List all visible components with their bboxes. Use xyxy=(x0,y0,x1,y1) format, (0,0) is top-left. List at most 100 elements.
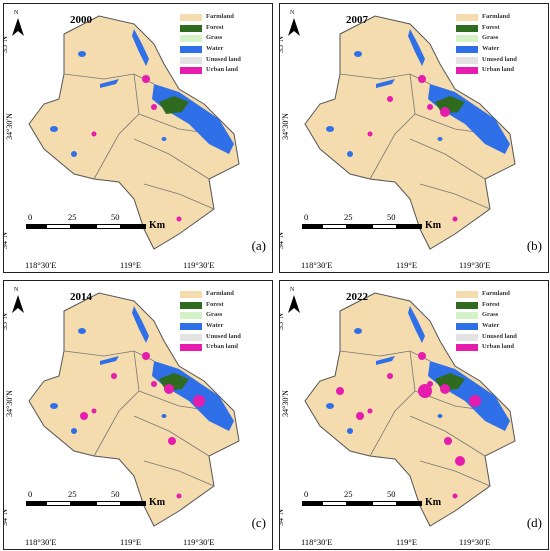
legend-label: Water xyxy=(206,322,224,330)
urban-clusters xyxy=(367,75,458,222)
county-boundary xyxy=(419,183,491,210)
map-canvas xyxy=(28,15,240,250)
scale-tick: 25 xyxy=(68,489,77,499)
lat-label-34-30: 34°30′N xyxy=(280,113,290,140)
study-area xyxy=(304,292,516,527)
year-label: 2007 xyxy=(346,14,368,26)
scale-tick: 25 xyxy=(68,212,77,222)
north-arrow: N xyxy=(286,10,302,40)
scale-tick: 0 xyxy=(304,212,309,222)
legend-swatch xyxy=(456,323,478,331)
legend-swatch xyxy=(180,291,202,298)
legend-label: Urban land xyxy=(206,343,238,351)
panel-tag: (a) xyxy=(251,238,266,253)
legend-label: Urban land xyxy=(482,343,514,351)
legend-swatch xyxy=(180,323,202,331)
legend-swatch xyxy=(180,344,202,352)
legend-label: Unused land xyxy=(482,55,517,63)
water-body xyxy=(408,306,425,343)
county-boundary xyxy=(143,460,215,487)
legend-label: Grass xyxy=(482,34,499,42)
water-body xyxy=(408,29,425,66)
legend-swatch xyxy=(180,46,202,54)
scale-tick: 0 xyxy=(28,489,33,499)
water-body xyxy=(100,356,119,365)
lon-label: 119°30′E xyxy=(183,260,215,270)
legend-swatch xyxy=(456,291,478,298)
legend-swatch xyxy=(180,333,202,341)
map-canvas xyxy=(304,292,516,527)
panel-tag: (c) xyxy=(251,515,266,530)
water-body xyxy=(132,29,149,66)
water-body xyxy=(161,414,167,418)
water-body xyxy=(326,126,334,132)
lat-label-34-30: 34°30′N xyxy=(4,113,14,140)
water-body xyxy=(347,428,353,434)
water-body xyxy=(100,79,119,88)
county-boundary xyxy=(93,350,140,457)
north-arrow-icon xyxy=(288,295,300,313)
county-boundary xyxy=(409,138,486,180)
legend-swatch xyxy=(180,24,202,32)
lon-label: 119°30′E xyxy=(459,537,491,547)
map-canvas xyxy=(304,15,516,250)
legend-swatch xyxy=(456,56,478,64)
scale-unit: Km xyxy=(425,497,442,508)
legend-label: Water xyxy=(482,322,500,330)
lon-label: 119°E xyxy=(396,260,418,270)
north-arrow: N xyxy=(286,287,302,317)
water-body xyxy=(78,328,86,334)
scale-tick: 50 xyxy=(387,212,396,222)
lat-label-34-30: 34°30′N xyxy=(280,390,290,417)
lon-label: 119°30′E xyxy=(183,537,215,547)
legend-label: Unused land xyxy=(206,332,241,340)
scale-unit: Km xyxy=(425,220,442,231)
water-body xyxy=(78,51,86,57)
legend-swatch xyxy=(180,301,202,309)
legend-swatch xyxy=(456,333,478,341)
urban-clusters xyxy=(91,75,182,222)
study-area xyxy=(28,292,240,527)
lat-label-35: 35°N xyxy=(279,313,285,330)
legend-label: Forest xyxy=(206,23,224,31)
map-panel-2022: N 2022 Farmland Forest Grass Water Unused la… xyxy=(279,280,549,550)
year-label: 2000 xyxy=(70,14,92,26)
legend-swatch xyxy=(180,67,202,75)
county-boundary xyxy=(133,138,210,180)
water-body xyxy=(50,403,58,409)
county-boundary xyxy=(369,350,416,457)
scale-tick: 50 xyxy=(111,489,120,499)
water-body xyxy=(354,51,362,57)
water-body xyxy=(326,403,334,409)
lat-label-35: 35°N xyxy=(3,36,9,53)
legend-label: Farmland xyxy=(206,13,234,20)
county-boundary xyxy=(133,415,210,457)
north-arrow-icon xyxy=(12,295,24,313)
scale-unit: Km xyxy=(149,497,166,508)
water-body xyxy=(71,151,77,157)
water-body xyxy=(354,328,362,334)
legend-swatch xyxy=(456,301,478,309)
year-label: 2022 xyxy=(346,291,368,303)
lat-label-34-30: 34°30′N xyxy=(4,390,14,417)
lon-label: 118°30′E xyxy=(301,537,333,547)
lat-label-35: 35°N xyxy=(3,313,9,330)
county-boundary xyxy=(93,73,140,180)
lon-label: 118°30′E xyxy=(25,537,57,547)
lon-label: 119°E xyxy=(120,260,142,270)
legend-swatch xyxy=(180,14,202,21)
scale-tick: 50 xyxy=(111,212,120,222)
county-boundary xyxy=(419,460,491,487)
north-arrow-icon xyxy=(12,18,24,36)
water-body xyxy=(347,151,353,157)
legend-label: Forest xyxy=(206,300,224,308)
legend-label: Urban land xyxy=(206,66,238,74)
legend-label: Farmland xyxy=(482,13,510,20)
lat-label-34: 34°N xyxy=(3,509,9,526)
county-boundary xyxy=(143,183,215,210)
lat-label-34: 34°N xyxy=(279,509,285,526)
legend-label: Urban land xyxy=(482,66,514,74)
legend-swatch xyxy=(456,35,478,43)
lon-label: 119°30′E xyxy=(459,260,491,270)
